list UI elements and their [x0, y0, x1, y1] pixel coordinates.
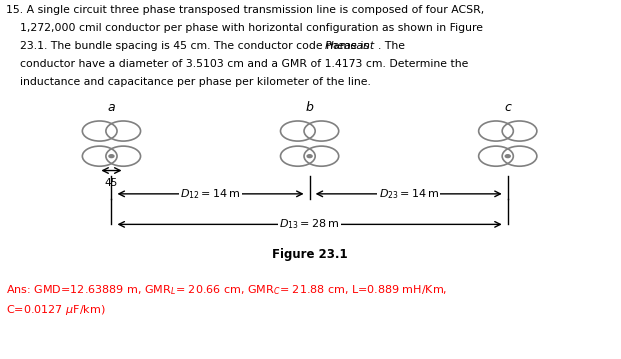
Circle shape [109, 155, 114, 158]
Text: . The: . The [378, 41, 405, 51]
Text: Ans: GMD=12.63889 m, GMR$_L$= 20.66 cm, GMR$_C$= 21.88 cm, L=0.889 mH/Km,: Ans: GMD=12.63889 m, GMR$_L$= 20.66 cm, … [6, 284, 448, 297]
Text: inductance and capacitance per phase per kilometer of the line.: inductance and capacitance per phase per… [6, 77, 371, 87]
Text: 23.1. The bundle spacing is 45 cm. The conductor code name is: 23.1. The bundle spacing is 45 cm. The c… [6, 41, 373, 51]
Text: conductor have a diameter of 3.5103 cm and a GMR of 1.4173 cm. Determine the: conductor have a diameter of 3.5103 cm a… [6, 59, 469, 69]
Text: c: c [504, 101, 511, 114]
Text: 15. A single circuit three phase transposed transmission line is composed of fou: 15. A single circuit three phase transpo… [6, 5, 484, 15]
Text: $D_{13} = 28\,\mathrm{m}$: $D_{13} = 28\,\mathrm{m}$ [279, 218, 340, 231]
Text: $D_{12} = 14\,\mathrm{m}$: $D_{12} = 14\,\mathrm{m}$ [180, 187, 241, 201]
Text: 1,272,000 cmil conductor per phase with horizontal configuration as shown in Fig: 1,272,000 cmil conductor per phase with … [6, 23, 483, 33]
Text: C=0.0127 $\mu$F/km): C=0.0127 $\mu$F/km) [6, 303, 106, 317]
Text: Pheasant: Pheasant [325, 41, 375, 51]
Text: $D_{23} = 14\,\mathrm{m}$: $D_{23} = 14\,\mathrm{m}$ [379, 187, 439, 201]
Text: 45: 45 [105, 178, 118, 188]
Circle shape [505, 155, 510, 158]
Circle shape [307, 155, 312, 158]
Text: a: a [107, 101, 116, 114]
Text: b: b [306, 101, 314, 114]
Text: Figure 23.1: Figure 23.1 [272, 248, 347, 261]
